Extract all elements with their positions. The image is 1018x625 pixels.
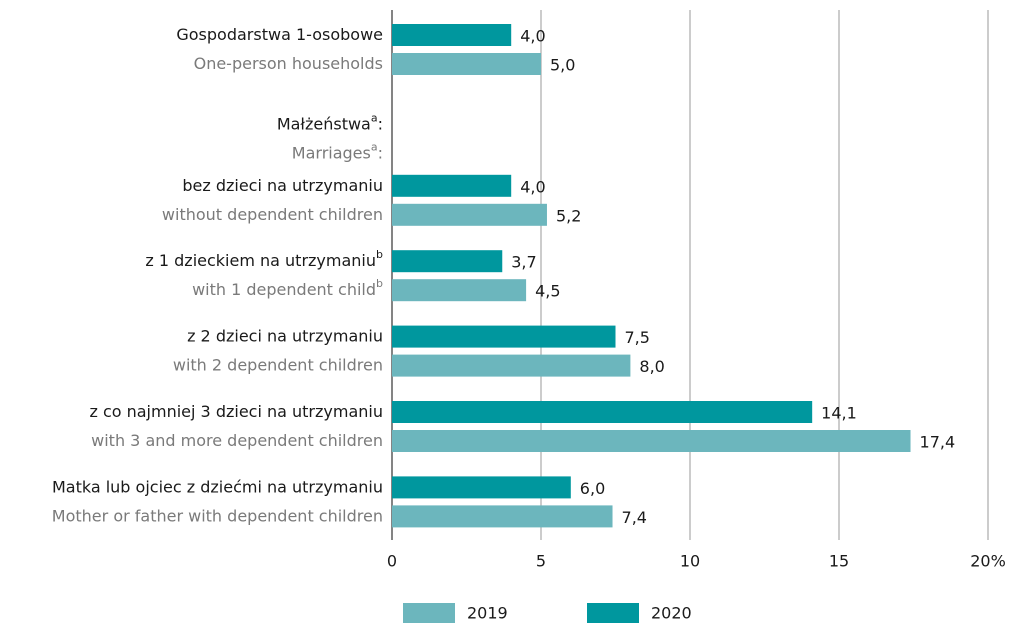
label-superscript: a [371, 140, 378, 153]
label-text: Marriages [292, 143, 371, 162]
category-label: without dependent children [162, 204, 383, 223]
bar [392, 430, 911, 452]
category-label: z co najmniej 3 dzieci na utrzymaniu [89, 402, 383, 421]
label-suffix: : [378, 114, 383, 133]
label-superscript: b [376, 248, 383, 261]
bar [392, 325, 616, 348]
category-label: z 1 dzieckiem na utrzymaniub [145, 248, 383, 270]
value-label: 14,1 [821, 404, 857, 423]
label-text: bez dzieci na utrzymaniu [182, 175, 383, 194]
category-label: Małżeństwaa: [277, 111, 383, 132]
label-text: Gospodarstwa 1-osobowe [176, 25, 383, 44]
category-label: Mother or father with dependent children [52, 506, 383, 525]
label-text: Matka lub ojciec z dziećmi na utrzymaniu [52, 477, 383, 496]
value-label: 4,0 [520, 177, 545, 196]
category-label: Marriagesa: [292, 140, 383, 162]
bar [392, 279, 527, 302]
bar [392, 250, 503, 273]
category-label: with 1 dependent childb [192, 277, 383, 299]
category-label: z 2 dzieci na utrzymaniu [187, 326, 383, 345]
label-text: with 3 and more dependent children [91, 431, 383, 450]
label-suffix: : [378, 143, 383, 162]
label-text: Małżeństwa [277, 114, 371, 133]
legend-swatch [587, 603, 639, 623]
x-tick-label: 10 [680, 552, 700, 571]
label-text: z 2 dzieci na utrzymaniu [187, 326, 383, 345]
value-label: 17,4 [920, 433, 956, 452]
bar [392, 354, 631, 377]
label-text: z 1 dzieckiem na utrzymaniu [145, 251, 376, 270]
label-text: Mother or father with dependent children [52, 506, 383, 525]
legend-label: 2019 [467, 604, 508, 623]
label-superscript: a [371, 111, 378, 124]
category-label: One-person households [194, 54, 383, 73]
label-text: without dependent children [162, 204, 383, 223]
legend-swatch [403, 603, 455, 623]
category-label: bez dzieci na utrzymaniu [182, 175, 383, 194]
label-text: with 1 dependent child [192, 280, 376, 299]
bar [392, 24, 512, 46]
label-text: with 2 dependent children [173, 355, 383, 374]
category-label: with 2 dependent children [173, 355, 383, 374]
bar [392, 505, 613, 528]
value-label: 5,0 [550, 56, 575, 75]
legend-label: 2020 [651, 604, 692, 623]
value-label: 8,0 [639, 357, 664, 376]
label-text: One-person households [194, 54, 383, 73]
bar [392, 53, 541, 75]
value-label: 7,4 [622, 508, 647, 527]
category-label: Matka lub ojciec z dziećmi na utrzymaniu [52, 477, 383, 496]
value-label: 6,0 [580, 479, 605, 498]
value-label: 4,5 [535, 282, 560, 301]
category-label: with 3 and more dependent children [91, 431, 383, 450]
x-tick-label: 0 [387, 552, 397, 571]
value-label: 5,2 [556, 206, 581, 225]
bar [392, 476, 571, 499]
x-tick-label: 15 [829, 552, 849, 571]
x-tick-label: 5 [536, 552, 546, 571]
value-label: 7,5 [625, 328, 650, 347]
label-superscript: b [376, 277, 383, 290]
bar [392, 174, 512, 197]
bar [392, 203, 547, 226]
x-tick-label: 20% [970, 552, 1006, 571]
bar [392, 401, 813, 423]
category-label: Gospodarstwa 1-osobowe [176, 25, 383, 44]
label-text: z co najmniej 3 dzieci na utrzymaniu [89, 402, 383, 421]
value-label: 4,0 [520, 27, 545, 46]
value-label: 3,7 [511, 253, 536, 272]
